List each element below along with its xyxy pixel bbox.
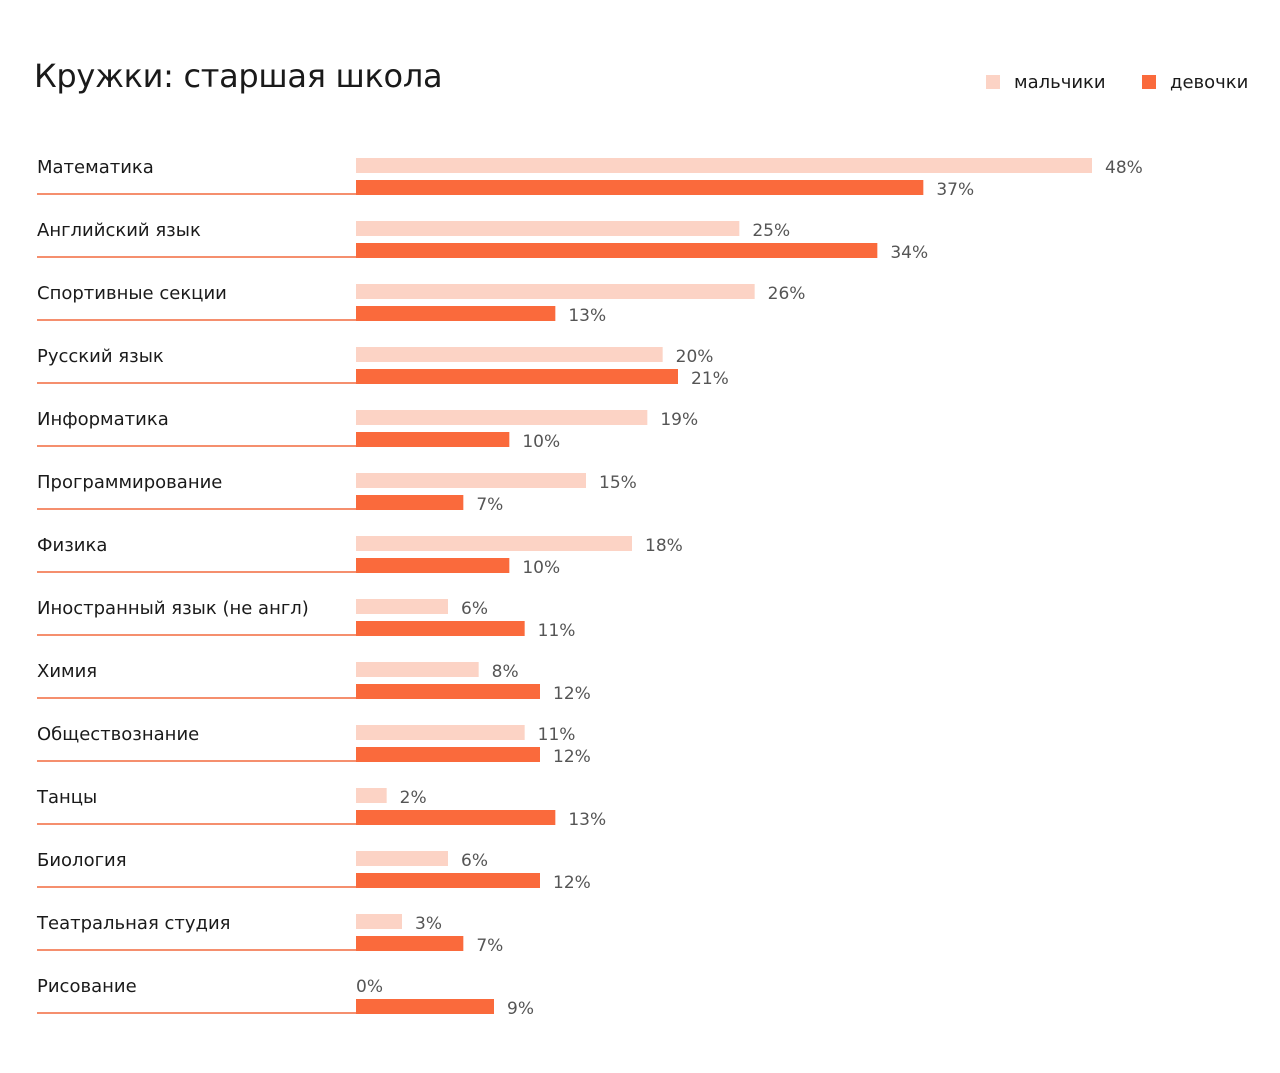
legend-label-girls: девочки — [1170, 71, 1249, 93]
bar-boys — [356, 158, 1092, 173]
value-label-boys: 0% — [356, 977, 383, 997]
bar-girls — [356, 747, 540, 762]
category-label: Химия — [37, 661, 97, 682]
value-label-girls: 13% — [568, 810, 606, 830]
value-label-boys: 15% — [599, 473, 637, 493]
value-label-girls: 10% — [522, 432, 560, 452]
legend-swatch-boys — [986, 75, 1000, 89]
bar-girls — [356, 810, 556, 825]
bar-girls — [356, 306, 556, 321]
value-label-boys: 11% — [538, 725, 576, 745]
value-label-boys: 18% — [645, 536, 683, 556]
bar-boys — [356, 725, 525, 740]
bar-boys — [356, 347, 663, 362]
category-label: Русский язык — [37, 346, 164, 367]
bar-girls — [356, 558, 510, 573]
value-label-girls: 21% — [691, 369, 729, 389]
bar-girls — [356, 873, 540, 888]
value-label-boys: 6% — [461, 851, 488, 871]
value-label-girls: 37% — [936, 180, 974, 200]
value-label-boys: 19% — [660, 410, 698, 430]
value-label-boys: 26% — [768, 284, 806, 304]
bar-girls — [356, 999, 494, 1014]
value-label-girls: 7% — [476, 495, 503, 515]
bar-girls — [356, 495, 464, 510]
bar-girls — [356, 936, 464, 951]
bar-boys — [356, 914, 402, 929]
category-label: Английский язык — [37, 220, 201, 241]
bar-boys — [356, 410, 648, 425]
value-label-girls: 12% — [553, 873, 591, 893]
bar-girls — [356, 432, 510, 447]
legend-item-girls: девочки — [1142, 68, 1248, 96]
bar-boys — [356, 599, 448, 614]
bar-boys — [356, 284, 755, 299]
legend-label-boys: мальчики — [1014, 71, 1106, 93]
value-label-boys: 20% — [676, 347, 714, 367]
value-label-girls: 12% — [553, 684, 591, 704]
bar-boys — [356, 851, 448, 866]
value-label-boys: 6% — [461, 599, 488, 619]
category-label: Биология — [37, 850, 127, 871]
value-label-boys: 25% — [752, 221, 790, 241]
category-label: Рисование — [37, 976, 137, 997]
bar-boys — [356, 473, 586, 488]
value-label-girls: 34% — [890, 243, 928, 263]
value-label-girls: 7% — [476, 936, 503, 956]
bar-boys — [356, 662, 479, 677]
value-label-boys: 2% — [400, 788, 427, 808]
bar-boys — [356, 788, 387, 803]
value-label-boys: 3% — [415, 914, 442, 934]
bar-boys — [356, 536, 632, 551]
bar-girls — [356, 369, 678, 384]
value-label-boys: 48% — [1105, 158, 1143, 178]
category-label: Танцы — [36, 787, 97, 808]
category-label: Иностранный язык (не англ) — [37, 598, 309, 619]
value-label-boys: 8% — [492, 662, 519, 682]
value-label-girls: 11% — [538, 621, 576, 641]
value-label-girls: 13% — [568, 306, 606, 326]
chart-title: Кружки: старшая школа — [34, 57, 443, 95]
bar-girls — [356, 684, 540, 699]
bar-girls — [356, 243, 878, 258]
value-label-girls: 12% — [553, 747, 591, 767]
value-label-girls: 9% — [507, 999, 534, 1019]
value-label-girls: 10% — [522, 558, 560, 578]
bar-girls — [356, 621, 525, 636]
category-label: Физика — [37, 535, 107, 556]
category-label: Спортивные секции — [37, 283, 227, 304]
category-label: Программирование — [37, 472, 222, 493]
category-label: Информатика — [37, 409, 169, 430]
category-label: Театральная студия — [36, 913, 231, 934]
bar-girls — [356, 180, 924, 195]
category-label: Математика — [37, 157, 154, 178]
category-label: Обществознание — [37, 724, 199, 745]
legend-swatch-girls — [1142, 75, 1156, 89]
legend-item-boys: мальчики — [986, 68, 1106, 96]
bar-boys — [356, 221, 740, 236]
legend: мальчики девочки — [986, 68, 1266, 96]
